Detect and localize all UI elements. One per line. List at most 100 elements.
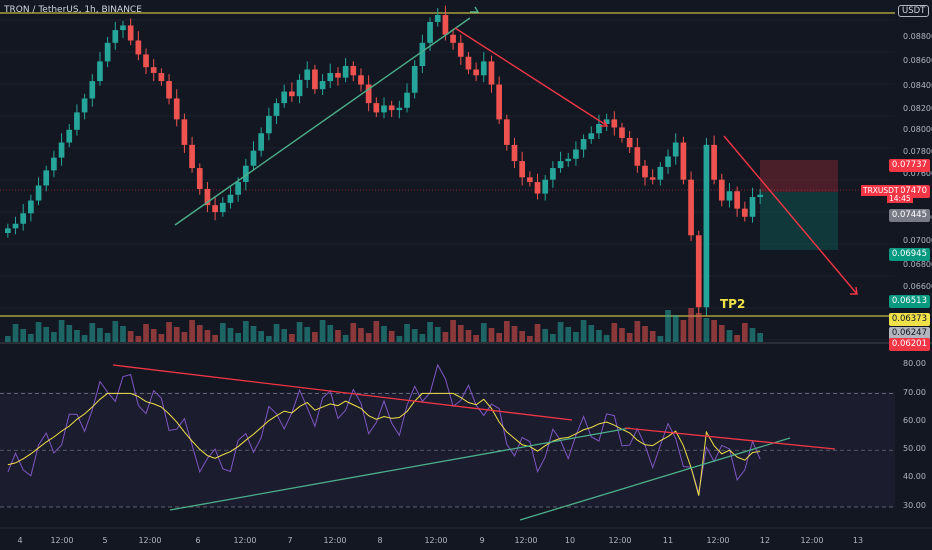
- candle-body: [550, 168, 556, 180]
- volume-bar: [258, 331, 265, 342]
- volume-bar: [296, 322, 303, 342]
- volume-bar: [250, 326, 257, 342]
- candle-body: [365, 84, 372, 104]
- candle-body: [189, 144, 195, 169]
- volume-bar: [112, 321, 119, 342]
- candle-body: [5, 228, 11, 233]
- volume-bar: [235, 333, 241, 342]
- candle-body: [619, 127, 625, 138]
- target-zone: [760, 192, 838, 250]
- candle-body: [503, 119, 510, 145]
- candle-body: [657, 166, 664, 180]
- volume-bar: [51, 332, 57, 342]
- volume-bar: [519, 331, 526, 342]
- candle-body: [573, 149, 579, 159]
- candle-body: [196, 168, 203, 189]
- candle-body: [81, 98, 88, 113]
- volume-bar: [511, 326, 518, 342]
- volume-bar: [219, 323, 226, 342]
- currency-button[interactable]: USDT: [898, 5, 930, 17]
- time-axis-label: 6: [195, 536, 201, 545]
- candle-body: [634, 147, 641, 166]
- symbol-title[interactable]: TRON / TetherUS, 1h, BINANCE: [4, 5, 142, 15]
- candle-body: [250, 150, 257, 166]
- rsi-axis-label: 60.00: [903, 416, 926, 425]
- volume-bar: [181, 332, 188, 342]
- volume-bar: [442, 332, 449, 342]
- volume-bar: [266, 336, 272, 342]
- candle-body: [312, 69, 318, 90]
- rsi-line: [7, 363, 761, 494]
- time-axis-label: 12:00: [514, 536, 538, 545]
- volume-bar: [757, 333, 763, 342]
- candle-body: [319, 81, 326, 90]
- candle-body: [143, 54, 149, 68]
- candle-body: [43, 170, 50, 186]
- rsi-ma-line: [7, 392, 761, 496]
- candle-body: [219, 202, 226, 213]
- time-axis-label: 11: [662, 536, 674, 545]
- volume-bar: [227, 328, 234, 342]
- candle-body: [580, 139, 587, 150]
- candle-body: [457, 42, 464, 57]
- rsi-uptrend-2: [519, 437, 791, 521]
- rsi-downtrend-2: [624, 427, 836, 450]
- time-axis-label: 7: [287, 536, 293, 545]
- candle-body: [465, 56, 472, 70]
- candle-body: [419, 42, 426, 67]
- volume-bar: [542, 329, 549, 342]
- volume-bar: [711, 320, 717, 342]
- candle-body: [396, 107, 403, 111]
- candle-body: [511, 144, 518, 162]
- current-price-tag: TRXUSDT: [861, 185, 901, 196]
- volume-bar: [342, 335, 349, 342]
- volume-bar: [527, 336, 533, 342]
- candle-body: [281, 91, 288, 104]
- candle-body: [266, 115, 272, 134]
- candle-body: [404, 92, 410, 108]
- candle-body: [603, 119, 610, 124]
- volume-bar: [312, 332, 318, 342]
- candle-body: [51, 157, 57, 171]
- candle-body: [120, 25, 126, 31]
- time-axis-label: 12:00: [138, 536, 162, 545]
- volume-bar: [189, 320, 195, 342]
- volume-bar: [135, 336, 142, 342]
- candle-body: [741, 208, 748, 217]
- candle-body: [688, 179, 694, 236]
- candle-body: [442, 15, 449, 35]
- rsi-downtrend: [112, 364, 573, 421]
- volume-bar: [158, 334, 165, 342]
- volume-bar: [726, 330, 733, 342]
- time-axis-label: 5: [102, 536, 108, 545]
- volume-bar: [480, 323, 487, 342]
- volume-bar: [450, 320, 456, 342]
- candle-body: [358, 75, 364, 85]
- volume-bar: [473, 335, 479, 342]
- candle-body: [434, 15, 441, 22]
- volume-bar: [196, 325, 203, 342]
- rsi-axis-label: 80.00: [903, 359, 926, 368]
- candle-body: [150, 67, 157, 73]
- ticker-symbol: TRXUSDT: [863, 186, 899, 195]
- rsi-band-bg: [0, 392, 895, 507]
- candle-body: [97, 61, 103, 82]
- volume-bar: [43, 327, 50, 342]
- candle-body: [519, 161, 526, 178]
- volume-bar: [304, 327, 311, 342]
- volume-bar: [619, 328, 625, 342]
- volume-bar: [734, 335, 740, 342]
- candle-body: [711, 144, 717, 180]
- time-axis-label: 8: [377, 536, 383, 545]
- candle-body: [488, 61, 495, 85]
- candle-body: [695, 235, 702, 308]
- volume-bar: [20, 329, 27, 342]
- volume-bar: [373, 321, 380, 342]
- volume-bar: [703, 318, 710, 342]
- volume-bar: [166, 322, 172, 342]
